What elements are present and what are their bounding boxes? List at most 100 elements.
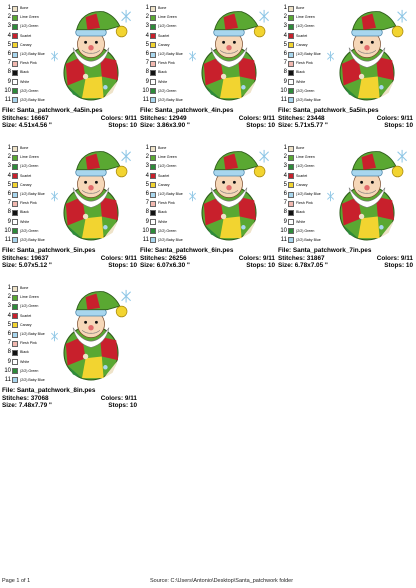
color-swatch (288, 200, 294, 207)
color-swatch (150, 219, 156, 226)
color-swatch-row: 1 Bone (280, 4, 340, 13)
color-swatch (12, 5, 18, 12)
color-swatch (150, 88, 156, 95)
color-number: 3 (145, 163, 149, 170)
color-swatch (288, 79, 294, 86)
color-number: 11 (4, 236, 11, 243)
beard (72, 187, 110, 208)
color-name: Lime Green (158, 15, 177, 20)
color-swatch-row: 11 (2/2) Baby Blue (4, 236, 64, 245)
color-swatch-row: 8 Black (142, 208, 202, 217)
color-swatch (150, 79, 156, 86)
santa-design-image (327, 149, 407, 241)
stops-label: Stops: (246, 122, 267, 130)
color-number: 6 (145, 51, 149, 58)
color-swatch-row: 11 (2/2) Baby Blue (4, 376, 64, 385)
design-size: 7.48x7.79 " (18, 402, 52, 410)
color-swatch (12, 97, 18, 104)
stop-count: 10 (267, 122, 275, 130)
colors-label: Colors: (238, 254, 262, 262)
color-number: 1 (145, 145, 149, 152)
color-count: 9/11 (124, 254, 137, 262)
file-label: File: (2, 107, 16, 114)
file-label: File: (278, 107, 292, 114)
beard (348, 47, 386, 68)
color-swatch (150, 33, 156, 40)
color-swatch-row: 11 (2/2) Baby Blue (142, 96, 202, 105)
color-swatch (150, 69, 156, 76)
color-name: Flesh Pink (20, 61, 37, 66)
color-name: (1/2) Baby Blue (296, 192, 321, 197)
size-label: Size: (278, 122, 293, 130)
color-name: Flesh Pink (158, 61, 175, 66)
color-name: (1/2) Green (20, 24, 39, 29)
snowflake-icon (397, 149, 407, 163)
color-swatch (150, 182, 156, 189)
color-swatch-row: 6 (1/2) Baby Blue (142, 50, 202, 59)
color-swatch (12, 285, 18, 292)
color-name: Scarlet (20, 173, 32, 178)
color-swatch-row: 5 Canary (4, 41, 64, 50)
color-name: Bone (296, 146, 305, 151)
design-info: File: Santa_patchwork_5in.pes Stitches: … (2, 247, 137, 270)
color-name: Canary (158, 182, 170, 187)
color-name: Bone (20, 286, 29, 291)
size-label: Size: (278, 262, 293, 270)
mustache (81, 330, 101, 334)
color-swatch (12, 182, 18, 189)
color-swatch (150, 228, 156, 235)
color-number: 4 (7, 32, 11, 39)
color-number: 2 (283, 154, 287, 161)
snowflake-icon (51, 331, 59, 342)
color-swatch-row: 4 Scarlet (280, 172, 340, 181)
color-number: 2 (7, 154, 11, 161)
stops-label: Stops: (108, 262, 129, 270)
design-info: File: Santa_patchwork_4a5in.pes Stitches… (2, 107, 137, 130)
size-label: Size: (140, 122, 155, 130)
color-number: 9 (283, 78, 287, 85)
color-number: 5 (283, 181, 287, 188)
color-name: (1/2) Green (296, 164, 315, 169)
color-name: Flesh Pink (296, 61, 313, 66)
color-swatch (12, 209, 18, 216)
color-name: Scarlet (20, 313, 32, 318)
color-name: Lime Green (20, 295, 39, 300)
color-swatch (12, 191, 18, 198)
color-count: 9/11 (400, 254, 413, 262)
color-swatch (288, 219, 294, 226)
color-number: 5 (145, 181, 149, 188)
color-name: (2/2) Baby Blue (296, 97, 321, 102)
color-swatch-row: 4 Scarlet (4, 32, 64, 41)
pompom (253, 165, 266, 178)
color-number: 1 (7, 285, 11, 292)
file-name: Santa_patchwork_4a5in.pes (16, 107, 103, 114)
color-name: (1/2) Green (158, 164, 177, 169)
color-swatch (150, 23, 156, 30)
color-name: (2/2) Green (296, 228, 315, 233)
color-swatch-row: 7 Flesh Pink (280, 199, 340, 208)
color-number: 2 (283, 14, 287, 21)
color-number: 6 (7, 331, 11, 338)
color-swatch (288, 237, 294, 244)
color-swatch (12, 340, 18, 347)
file-name: Santa_patchwork_5in.pes (16, 247, 96, 254)
color-swatch-row: 5 Canary (280, 181, 340, 190)
color-number: 7 (7, 60, 11, 67)
snowflake-icon (327, 191, 335, 202)
snowflake-icon (259, 149, 269, 163)
color-swatch-row: 10 (2/2) Green (4, 227, 64, 236)
source-path: Source: C:\Users\Antonio\Desktop\Santa_p… (150, 578, 294, 584)
snowflake-icon (397, 9, 407, 23)
color-name: Bone (158, 146, 167, 151)
file-name: Santa_patchwork_4in.pes (154, 107, 234, 114)
color-number: 4 (7, 312, 11, 319)
color-number: 9 (7, 358, 11, 365)
color-name: White (20, 79, 30, 84)
design-size: 4.51x4.56 " (18, 122, 52, 130)
stops-label: Stops: (246, 262, 267, 270)
color-swatch (12, 145, 18, 152)
snowflake-icon (121, 149, 131, 163)
color-swatch-row: 9 White (142, 218, 202, 227)
color-number: 8 (145, 209, 149, 216)
color-list: 1 Bone 2 Lime Green 3 (1/2) Green 4 Scarlet 5 Can… (4, 284, 64, 385)
